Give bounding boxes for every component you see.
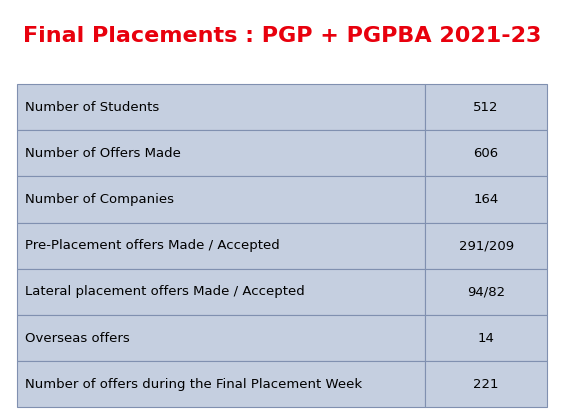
Text: Overseas offers: Overseas offers (25, 332, 130, 344)
Text: 94/82: 94/82 (467, 286, 505, 298)
Text: Lateral placement offers Made / Accepted: Lateral placement offers Made / Accepted (25, 286, 305, 298)
Bar (17, 130, 425, 176)
Bar (17, 176, 425, 223)
Text: 164: 164 (474, 193, 499, 206)
Bar (425, 269, 547, 315)
Bar (17, 223, 425, 269)
Text: Number of Companies: Number of Companies (25, 193, 174, 206)
Text: 221: 221 (473, 378, 499, 391)
Bar (425, 84, 547, 130)
Bar (17, 315, 425, 361)
Bar (425, 130, 547, 176)
Text: 291/209: 291/209 (459, 239, 514, 252)
Bar (425, 315, 547, 361)
Text: Number of offers during the Final Placement Week: Number of offers during the Final Placem… (25, 378, 363, 391)
Bar (17, 361, 425, 407)
Text: Pre-Placement offers Made / Accepted: Pre-Placement offers Made / Accepted (25, 239, 280, 252)
Bar (17, 84, 425, 130)
Text: 606: 606 (474, 147, 499, 160)
Bar (425, 223, 547, 269)
Text: 512: 512 (473, 101, 499, 113)
Bar (17, 269, 425, 315)
Bar (425, 176, 547, 223)
Text: Number of Offers Made: Number of Offers Made (25, 147, 181, 160)
Text: Number of Students: Number of Students (25, 101, 160, 113)
Text: 14: 14 (478, 332, 495, 344)
Bar (425, 361, 547, 407)
Text: Final Placements : PGP + PGPBA 2021-23: Final Placements : PGP + PGPBA 2021-23 (23, 26, 541, 46)
